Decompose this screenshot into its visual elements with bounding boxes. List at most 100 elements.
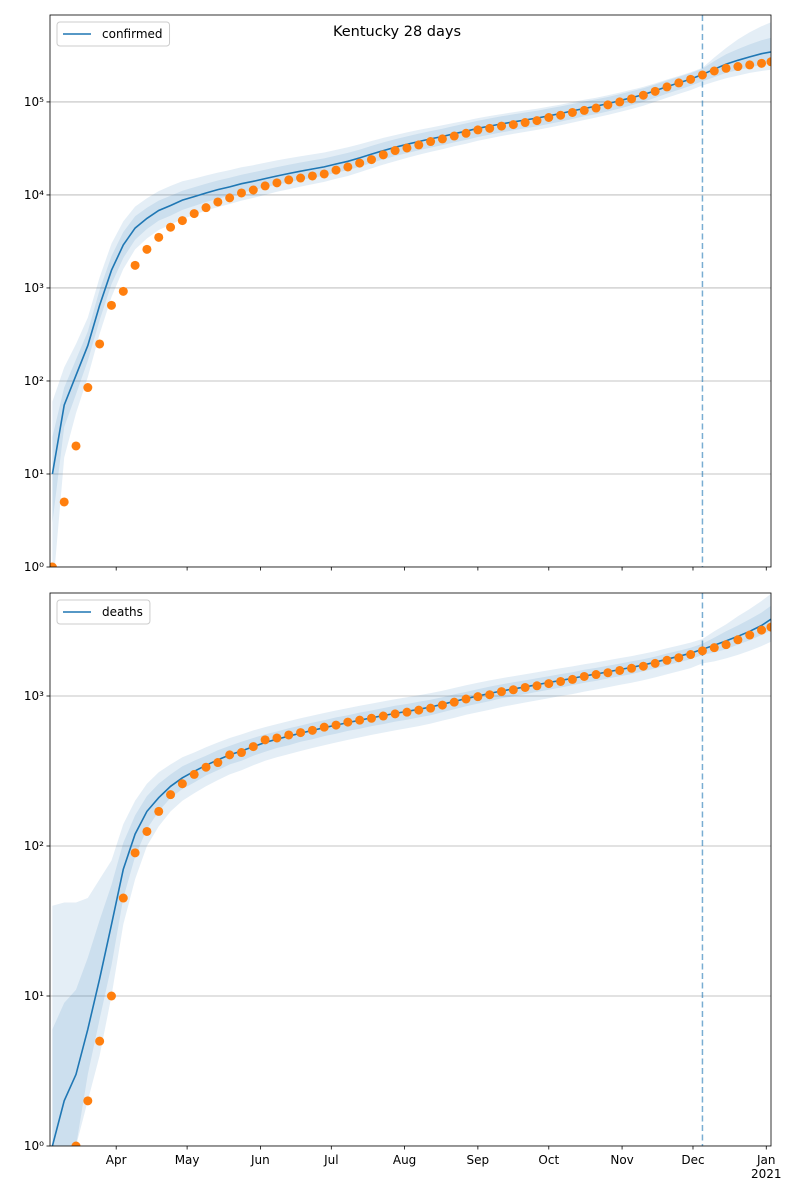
observed-point — [473, 125, 483, 135]
x-tick-label: May — [175, 1153, 200, 1167]
observed-point — [674, 78, 684, 88]
observed-point — [414, 705, 424, 715]
observed-point — [307, 725, 317, 735]
observed-point — [378, 150, 388, 160]
observed-point — [166, 222, 176, 232]
observed-point — [615, 97, 625, 107]
observed-point — [189, 209, 199, 219]
observed-point — [627, 94, 637, 104]
observed-point — [508, 685, 518, 695]
observed-point — [319, 169, 329, 179]
observed-point — [284, 175, 294, 185]
y-tick-label: 10² — [24, 374, 44, 388]
observed-point — [520, 118, 530, 128]
observed-point — [662, 655, 672, 665]
observed-point — [154, 806, 164, 816]
observed-point — [414, 140, 424, 150]
observed-point — [83, 383, 93, 393]
tick-label-line: Jan — [756, 1153, 776, 1167]
y-tick-label: 10⁴ — [24, 188, 44, 202]
legend: deaths — [56, 599, 151, 625]
observed-point — [757, 625, 767, 635]
observed-point — [331, 720, 341, 730]
observed-point — [591, 670, 601, 680]
observed-point — [497, 687, 507, 697]
observed-point — [130, 848, 140, 858]
observed-point — [390, 146, 400, 156]
observed-point — [437, 134, 447, 144]
legend: confirmed — [56, 21, 171, 47]
y-tick-label: 10¹ — [24, 989, 44, 1003]
observed-point — [95, 1036, 105, 1046]
observed-point — [766, 57, 771, 67]
legend-box — [56, 599, 151, 625]
observed-point — [177, 216, 187, 226]
observed-point — [213, 197, 223, 207]
observed-point — [721, 640, 731, 650]
observed-point — [142, 244, 152, 254]
observed-point — [697, 646, 707, 656]
observed-point — [106, 300, 116, 310]
observed-point — [461, 128, 471, 138]
observed-point — [118, 286, 128, 296]
observed-point — [189, 769, 199, 779]
observed-point — [556, 676, 566, 686]
observed-point — [615, 665, 625, 675]
x-tick-label: Jun — [250, 1153, 270, 1167]
observed-point — [733, 62, 743, 72]
observed-point — [213, 758, 223, 768]
observed-point — [745, 60, 755, 70]
legend-label: deaths — [102, 605, 143, 619]
observed-point — [355, 715, 365, 725]
observed-point — [71, 1141, 81, 1146]
y-tick-label: 10¹ — [24, 467, 44, 481]
observed-point — [201, 203, 211, 213]
axes-frame — [49, 14, 772, 568]
observed-point — [402, 143, 412, 153]
y-tick-label: 10⁰ — [24, 560, 44, 574]
observed-point — [59, 497, 69, 507]
observed-point — [497, 121, 507, 131]
y-tick-label: 10⁰ — [24, 1139, 44, 1153]
observed-point — [106, 991, 116, 1001]
observed-point — [485, 690, 495, 700]
observed-point — [355, 158, 365, 168]
observed-point — [745, 630, 755, 640]
observed-point — [307, 171, 317, 181]
observed-point — [378, 711, 388, 721]
observed-point — [650, 86, 660, 96]
observed-point — [260, 181, 270, 191]
observed-point — [449, 131, 459, 141]
observed-point — [118, 893, 128, 903]
observed-point — [177, 779, 187, 789]
observed-point — [225, 750, 235, 760]
observed-point — [319, 722, 329, 732]
observed-point — [650, 658, 660, 668]
observed-point — [83, 1096, 93, 1106]
y-tick-label: 10² — [24, 839, 44, 853]
observed-point — [142, 826, 152, 836]
observed-point — [686, 650, 696, 660]
observed-point — [284, 730, 294, 740]
chart-title: Kentucky 28 days — [333, 24, 461, 40]
observed-point — [603, 668, 613, 678]
observed-point — [579, 105, 589, 115]
y-tick-label: 10⁵ — [24, 95, 44, 109]
observed-point — [674, 653, 684, 663]
observed-point — [544, 113, 554, 123]
observed-point — [343, 717, 353, 727]
x-tick-label: Nov — [610, 1153, 633, 1167]
x-tick-label: Oct — [538, 1153, 559, 1167]
observed-point — [95, 339, 105, 349]
observed-point — [733, 635, 743, 645]
observed-point — [556, 110, 566, 120]
observed-point — [366, 713, 376, 723]
observed-point — [544, 679, 554, 689]
x-tick-label: Aug — [393, 1153, 416, 1167]
plot-area — [50, 15, 771, 567]
x-tick-label: Jan 2021 — [751, 1153, 782, 1181]
observed-point — [296, 173, 306, 183]
observed-point — [166, 790, 176, 800]
observed-point — [591, 103, 601, 113]
